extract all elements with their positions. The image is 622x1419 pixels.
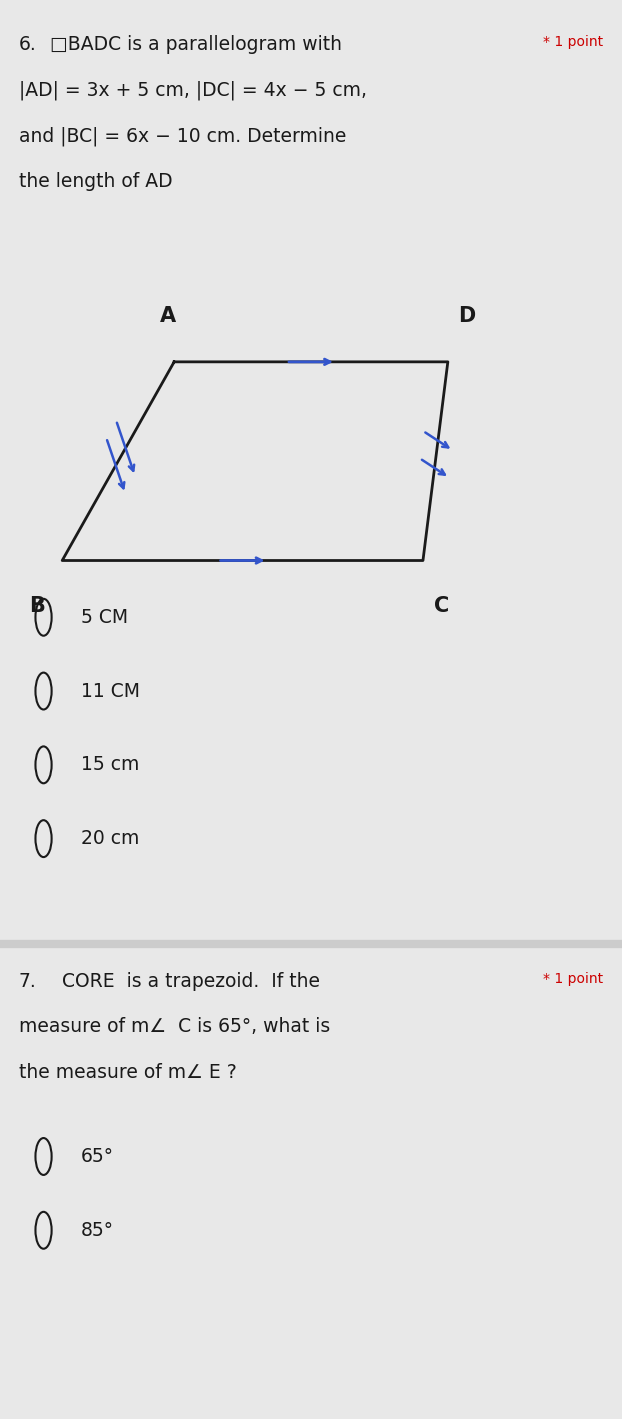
- Text: □BADC is a parallelogram with: □BADC is a parallelogram with: [50, 35, 341, 54]
- Text: |AD| = 3x + 5 cm, |DC| = 4x − 5 cm,: |AD| = 3x + 5 cm, |DC| = 4x − 5 cm,: [19, 81, 366, 101]
- Text: and |BC| = 6x − 10 cm. Determine: and |BC| = 6x − 10 cm. Determine: [19, 126, 346, 146]
- Text: 6.: 6.: [19, 35, 37, 54]
- Text: C: C: [434, 596, 449, 616]
- Text: A: A: [160, 307, 176, 326]
- Text: CORE  is a trapezoid.  If the: CORE is a trapezoid. If the: [50, 972, 320, 990]
- Text: 5 CM: 5 CM: [81, 607, 128, 627]
- Text: the measure of m∠ E ?: the measure of m∠ E ?: [19, 1063, 236, 1081]
- Text: measure of m∠  C is 65°, what is: measure of m∠ C is 65°, what is: [19, 1017, 330, 1036]
- Text: D: D: [458, 307, 475, 326]
- Text: 15 cm: 15 cm: [81, 755, 139, 775]
- Text: 11 CM: 11 CM: [81, 681, 140, 701]
- Text: * 1 point: * 1 point: [543, 35, 603, 50]
- Text: B: B: [29, 596, 45, 616]
- Text: the length of AD: the length of AD: [19, 172, 172, 190]
- Text: 20 cm: 20 cm: [81, 829, 139, 849]
- Text: 65°: 65°: [81, 1147, 114, 1166]
- Text: * 1 point: * 1 point: [543, 972, 603, 986]
- Text: 85°: 85°: [81, 1220, 114, 1240]
- Text: 7.: 7.: [19, 972, 37, 990]
